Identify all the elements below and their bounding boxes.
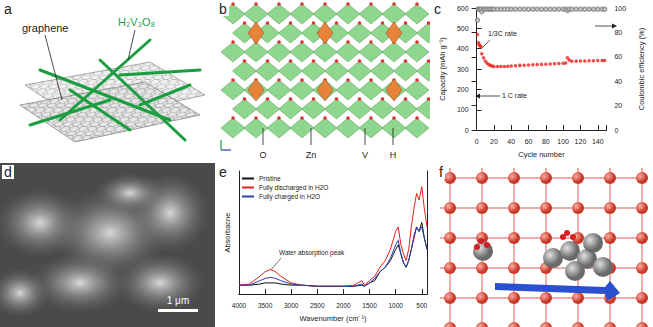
svg-text:20: 20 bbox=[490, 138, 498, 145]
svg-text:80: 80 bbox=[614, 29, 622, 36]
svg-text:Water absorption peak: Water absorption peak bbox=[279, 249, 345, 257]
svg-text:Zn: Zn bbox=[306, 150, 317, 160]
svg-text:300: 300 bbox=[457, 66, 469, 73]
svg-text:3500: 3500 bbox=[258, 302, 273, 309]
svg-text:2000: 2000 bbox=[336, 302, 351, 309]
svg-text:40: 40 bbox=[507, 138, 515, 145]
svg-text:H: H bbox=[390, 150, 397, 160]
svg-text:200: 200 bbox=[457, 86, 469, 93]
svg-text:140: 140 bbox=[592, 138, 604, 145]
svg-text:1500: 1500 bbox=[362, 302, 377, 309]
svg-text:2500: 2500 bbox=[310, 302, 325, 309]
svg-text:60: 60 bbox=[614, 53, 622, 60]
svg-text:120: 120 bbox=[575, 138, 587, 145]
html-text:d: d bbox=[4, 164, 12, 180]
svg-text:1/3C rate: 1/3C rate bbox=[488, 30, 517, 37]
svg-text:Fully charged in H2O: Fully charged in H2O bbox=[259, 193, 320, 201]
svg-text:0: 0 bbox=[475, 138, 479, 145]
svg-text:20: 20 bbox=[614, 102, 622, 109]
svg-text:Fully discharged in H2O: Fully discharged in H2O bbox=[259, 184, 328, 192]
svg-text:O: O bbox=[259, 150, 266, 160]
svg-text:graphene: graphene bbox=[22, 22, 69, 34]
svg-text:Cycle number: Cycle number bbox=[518, 150, 565, 159]
svg-text:3000: 3000 bbox=[284, 302, 299, 309]
svg-text:60: 60 bbox=[525, 138, 533, 145]
svg-text:0: 0 bbox=[465, 127, 469, 134]
svg-text:0: 0 bbox=[614, 127, 618, 134]
svg-text:500: 500 bbox=[416, 302, 427, 309]
svg-text:100: 100 bbox=[457, 106, 469, 113]
svg-text:H₂V₃O₈: H₂V₃O₈ bbox=[118, 16, 155, 28]
svg-text:V: V bbox=[362, 150, 368, 160]
svg-text:Pristine: Pristine bbox=[259, 175, 281, 182]
svg-text:1 C rate: 1 C rate bbox=[502, 92, 527, 99]
svg-text:Capacity (mAh g⁻¹): Capacity (mAh g⁻¹) bbox=[438, 37, 447, 101]
html-text:f: f bbox=[439, 164, 443, 180]
html-text:c: c bbox=[434, 1, 441, 17]
svg-text:100: 100 bbox=[614, 5, 626, 12]
html-text:e: e bbox=[219, 164, 227, 180]
svg-text:4000: 4000 bbox=[232, 302, 247, 309]
html-text:b: b bbox=[219, 1, 227, 17]
svg-text:1000: 1000 bbox=[388, 302, 403, 309]
svg-text:400: 400 bbox=[457, 45, 469, 52]
svg-text:600: 600 bbox=[457, 5, 469, 12]
svg-text:40: 40 bbox=[614, 78, 622, 85]
svg-text:Absorbacne: Absorbacne bbox=[223, 213, 232, 253]
svg-text:Coulombic efficiency (%): Coulombic efficiency (%) bbox=[637, 27, 646, 110]
svg-text:100: 100 bbox=[557, 138, 569, 145]
html-text:a: a bbox=[4, 1, 12, 17]
svg-text:Wavenumber (cm⁻¹): Wavenumber (cm⁻¹) bbox=[300, 314, 367, 323]
svg-text:1 μm: 1 μm bbox=[167, 295, 189, 306]
svg-text:80: 80 bbox=[542, 138, 550, 145]
svg-text:500: 500 bbox=[457, 25, 469, 32]
